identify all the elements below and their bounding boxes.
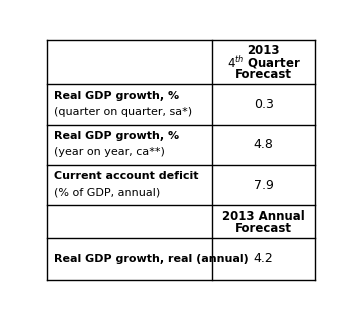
Text: Forecast: Forecast [235,68,292,81]
Text: 7.9: 7.9 [254,178,274,191]
Text: Forecast: Forecast [235,222,292,235]
Text: 2013 Annual: 2013 Annual [222,210,305,223]
Text: Current account deficit: Current account deficit [54,171,198,181]
Text: (% of GDP, annual): (% of GDP, annual) [54,187,160,197]
Text: 0.3: 0.3 [254,98,274,111]
Text: Real GDP growth, real (annual): Real GDP growth, real (annual) [54,254,249,264]
Text: 4.2: 4.2 [254,252,274,265]
Text: 2013: 2013 [247,44,280,57]
Text: Real GDP growth, %: Real GDP growth, % [54,91,179,101]
Text: $4^{th}$ Quarter: $4^{th}$ Quarter [227,54,301,71]
Text: (quarter on quarter, sa*): (quarter on quarter, sa*) [54,107,192,117]
Text: Real GDP growth, %: Real GDP growth, % [54,131,179,141]
Text: 4.8: 4.8 [254,138,274,151]
Text: (year on year, ca**): (year on year, ca**) [54,147,164,157]
